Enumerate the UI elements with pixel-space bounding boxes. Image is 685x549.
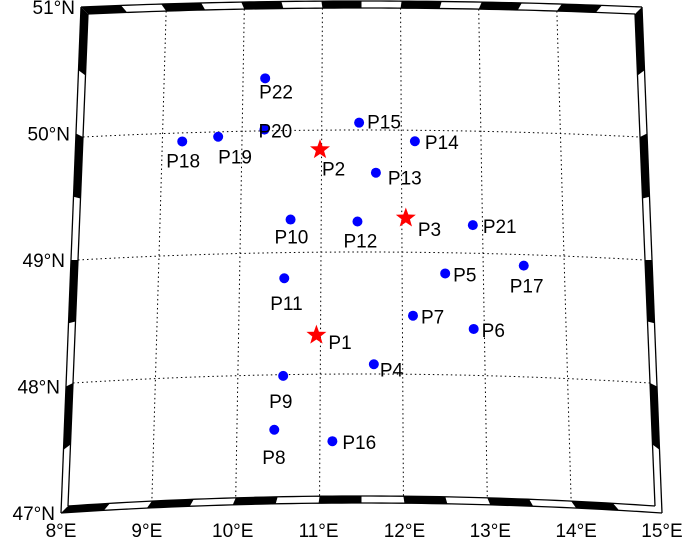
axis-tick-labels: 8°E 9°E 10°E 11°E 12°E 13°E 14°E 15°E 47°N 48°N 49… — [13, 0, 683, 542]
meridian-gridline — [235, 9, 245, 498]
meridian-gridline — [319, 8, 323, 497]
longitude-tick-label: 13°E — [470, 521, 511, 542]
station-marker — [352, 216, 363, 227]
point-label: P4 — [380, 360, 404, 381]
point-label: P16 — [342, 433, 376, 454]
frame-inner-left — [67, 13, 89, 507]
longitude-tick-label: 8°E — [46, 521, 77, 542]
point-label: P6 — [482, 321, 505, 342]
station-marker — [279, 273, 290, 284]
star-icon — [395, 207, 416, 227]
frame-segment — [400, 1, 442, 9]
point-label: P2 — [322, 160, 345, 181]
epicenter-markers — [306, 139, 416, 344]
longitude-tick-label: 15°E — [641, 521, 682, 542]
point-label: P9 — [269, 392, 292, 413]
frame-inner-bottom — [67, 495, 656, 507]
station-markers — [177, 73, 529, 447]
point-label: P1 — [328, 333, 351, 354]
parallel-gridline — [77, 251, 646, 261]
frame-segment — [81, 5, 128, 14]
station-marker — [518, 260, 529, 271]
point-label: P17 — [510, 277, 544, 298]
map-frame — [60, 0, 663, 514]
frame-outer-right — [641, 6, 663, 514]
station-marker — [327, 436, 338, 447]
station-marker — [213, 131, 224, 142]
station-marker — [440, 268, 451, 279]
meridian-gridline — [400, 8, 404, 497]
station-marker — [407, 310, 418, 321]
meridian-gridline — [556, 11, 572, 502]
latitude-tick-label: 49°N — [23, 251, 65, 272]
point-label: P13 — [388, 169, 422, 190]
frame-inner-top — [87, 7, 636, 15]
point-label: P5 — [453, 265, 476, 286]
star-icon — [310, 139, 330, 159]
station-marker — [177, 136, 188, 147]
frame-segment — [487, 497, 534, 507]
point-label: P10 — [275, 228, 309, 249]
station-marker — [260, 73, 271, 84]
frame-segment — [232, 496, 278, 505]
station-marker — [285, 214, 296, 225]
latitude-tick-label: 48°N — [18, 378, 60, 399]
frame-outer-left — [60, 6, 82, 514]
frame-segment — [161, 2, 206, 12]
station-marker — [370, 167, 381, 178]
station-marker — [259, 124, 270, 135]
point-label: P14 — [425, 133, 459, 154]
station-marker — [368, 359, 379, 370]
longitude-tick-label: 11°E — [299, 521, 339, 542]
point-label: P7 — [421, 308, 444, 329]
frame-segment — [241, 1, 284, 10]
star-icon — [306, 324, 327, 344]
parallel-gridline — [82, 129, 641, 138]
frame-inner-right — [634, 13, 656, 507]
frame-segment — [318, 496, 362, 504]
frame-outer-top — [80, 0, 643, 8]
station-marker — [269, 424, 280, 435]
point-label: P3 — [418, 220, 441, 241]
graticule — [72, 8, 651, 502]
point-label: P20 — [258, 122, 292, 143]
longitude-tick-label: 9°E — [131, 521, 162, 542]
point-label: P12 — [343, 232, 377, 253]
station-marker — [278, 370, 289, 381]
station-marker — [409, 136, 420, 147]
point-label: P11 — [270, 294, 302, 315]
station-marker — [468, 323, 479, 334]
point-label: P18 — [166, 151, 200, 172]
frame-segment — [478, 2, 522, 10]
meridian-gridline — [151, 11, 167, 502]
point-label: P21 — [483, 217, 517, 238]
station-marker — [467, 220, 478, 231]
frame-segment — [321, 1, 362, 9]
frame-segment — [556, 4, 602, 13]
point-label: P8 — [262, 448, 285, 469]
latitude-tick-label: 50°N — [28, 125, 70, 146]
meridian-gridline — [478, 9, 488, 498]
parallel-gridline — [72, 373, 651, 384]
frame-segment — [403, 496, 448, 504]
longitude-tick-label: 10°E — [212, 521, 253, 542]
longitude-tick-label: 12°E — [384, 521, 425, 542]
point-label: P22 — [259, 82, 293, 103]
longitude-tick-label: 14°E — [555, 521, 596, 542]
station-marker — [354, 117, 365, 128]
latitude-tick-label: 47°N — [13, 504, 55, 525]
point-label: P19 — [218, 148, 252, 169]
frame-outer-bottom — [60, 502, 663, 514]
frame-segment — [146, 499, 194, 509]
point-label: P15 — [367, 113, 401, 134]
latitude-tick-label: 51°N — [33, 0, 75, 19]
